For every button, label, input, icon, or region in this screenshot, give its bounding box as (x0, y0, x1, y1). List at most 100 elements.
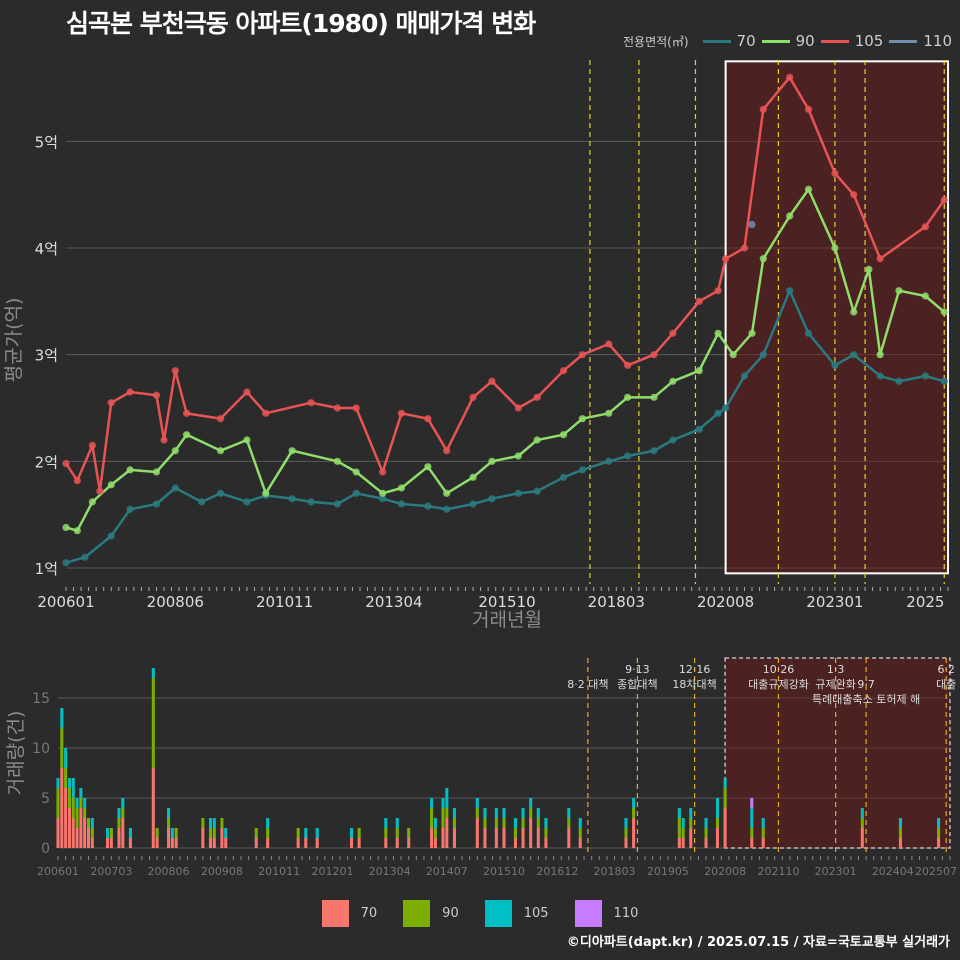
volume-bar-105 (304, 828, 308, 838)
data-point-105 (605, 340, 613, 348)
volume-bar-90 (529, 808, 533, 818)
volume-bar-90 (723, 788, 727, 808)
volume-x-tick-label: 200601 (37, 865, 79, 878)
volume-x-tick-label: 201803 (594, 865, 636, 878)
data-point-90 (650, 393, 658, 401)
volume-bar-90 (296, 828, 300, 838)
data-point-90 (469, 473, 477, 481)
volume-bar-90 (121, 808, 125, 818)
x-tick-label: 2025 (906, 593, 944, 611)
volume-bar-70 (452, 828, 456, 848)
volume-x-tick-label: 202507 (915, 865, 957, 878)
data-point-70 (722, 404, 730, 412)
volume-bar-90 (151, 678, 155, 768)
volume-bar-105 (475, 798, 479, 808)
volume-bar-105 (536, 808, 540, 818)
volume-legend-item-110: 110 (574, 900, 638, 927)
volume-bar-70 (578, 838, 582, 848)
volume-bar-70 (750, 838, 754, 848)
data-point-70 (379, 495, 387, 503)
legend-line-110 (889, 39, 918, 43)
volume-bar-70 (117, 828, 121, 848)
data-point-105 (722, 255, 730, 263)
volume-bar-90 (266, 828, 270, 838)
volume-bar-70 (67, 808, 71, 848)
data-point-70 (514, 489, 522, 497)
volume-bar-90 (201, 818, 205, 828)
data-point-70 (650, 447, 658, 455)
volume-bar-105 (349, 828, 354, 838)
data-point-105 (397, 409, 406, 417)
volume-bar-105 (544, 818, 548, 828)
legend-item-110: 110 (889, 32, 952, 50)
volume-bar-90 (90, 828, 94, 838)
data-point-105 (379, 468, 387, 476)
data-point-105 (559, 367, 568, 375)
volume-bar-90 (452, 818, 456, 828)
policy-annotation: 대출규제강화 (748, 678, 809, 691)
legend-label-90: 90 (795, 32, 815, 50)
volume-bar-70 (79, 808, 83, 848)
volume-bar-90 (167, 818, 171, 828)
volume-bar-90 (677, 818, 681, 838)
volume-legend-label-70: 70 (360, 906, 378, 921)
data-point-90 (940, 308, 948, 316)
volume-bar-70 (220, 828, 224, 848)
volume-y-tick-label: 0 (41, 841, 50, 857)
data-point-70 (126, 505, 134, 513)
data-point-105 (759, 105, 767, 113)
price-chart: 1억 2억 3억 4억 5억 200601 200806 201011 201304 201510… (3, 60, 949, 631)
volume-bar-70 (155, 838, 159, 848)
data-point-90 (152, 468, 161, 476)
x-tick-label: 202301 (806, 593, 863, 611)
footer-credit: ©디아파트(dapt.kr) / 2025.07.15 / 자료=국토교통부 실… (566, 935, 950, 950)
policy-annotation: 1·3 (827, 663, 845, 676)
data-point-90 (126, 466, 134, 474)
volume-bar-105 (384, 818, 388, 828)
volume-bar-105 (266, 818, 270, 828)
series-line-105 (64, 76, 946, 493)
volume-bar-90 (704, 828, 708, 838)
data-point-70 (831, 361, 839, 369)
data-point-70 (559, 473, 568, 481)
volume-bar-70 (296, 838, 300, 848)
volume-bar-105 (689, 808, 693, 818)
data-point-105 (107, 399, 115, 407)
legend-label-105: 105 (854, 32, 884, 50)
volume-y-axis-title: 거래량(건) (5, 711, 27, 796)
data-point-90 (714, 329, 722, 337)
x-tick-label: 202008 (697, 593, 754, 611)
volume-legend-label-90: 90 (442, 906, 459, 921)
data-point-105 (669, 329, 677, 337)
volume-bar-90 (689, 818, 693, 828)
volume-x-tick-label: 200703 (90, 865, 132, 878)
volume-bar-90 (86, 818, 91, 828)
volume-bar-70 (86, 828, 91, 848)
data-point-90 (669, 377, 677, 385)
volume-bar-105 (79, 788, 83, 798)
volume-bar-90 (441, 808, 445, 828)
volume-bar-70 (475, 818, 479, 848)
legend-label-110: 110 (923, 32, 952, 50)
data-point-70 (876, 372, 884, 380)
volume-bar-70 (529, 818, 533, 848)
volume-bar-105 (395, 818, 399, 828)
volume-bar-70 (513, 838, 517, 848)
volume-bar-70 (384, 838, 388, 848)
volume-bar-90 (395, 828, 399, 838)
volume-bar-105 (567, 808, 571, 818)
volume-bar-105 (452, 808, 456, 818)
data-point-105 (96, 487, 104, 495)
volume-bar-90 (430, 808, 434, 828)
data-point-70 (533, 487, 541, 495)
volume-bar-90 (71, 798, 75, 818)
volume-bar-90 (357, 828, 361, 838)
volume-bar-70 (567, 828, 571, 848)
volume-bar-90 (624, 828, 628, 838)
volume-bar-105 (224, 828, 228, 838)
data-point-105 (740, 244, 749, 252)
volume-x-tick-label: 201905 (647, 865, 689, 878)
volume-bar-70 (315, 838, 319, 848)
volume-bar-70 (224, 838, 228, 848)
legend-label-70: 70 (736, 32, 756, 50)
